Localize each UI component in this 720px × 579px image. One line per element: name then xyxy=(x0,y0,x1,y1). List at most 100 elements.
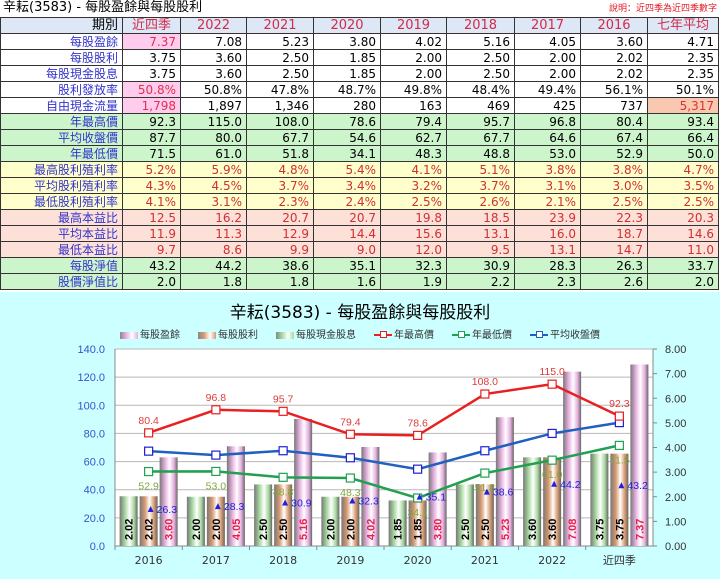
table-cell: 16.0 xyxy=(514,225,581,242)
table-cell: 54.6 xyxy=(313,129,381,146)
row-label[interactable]: 平均股利殖利率 xyxy=(0,177,123,194)
column-header: 2016 xyxy=(580,17,648,34)
table-cell: 52.9 xyxy=(580,145,648,162)
table-cell: 2.02 xyxy=(580,49,648,66)
table-cell: 78.6 xyxy=(313,113,381,130)
table-cell: 2.00 xyxy=(380,65,447,82)
legend-label: 每股股利 xyxy=(218,330,258,341)
row-label[interactable]: 平均收盤價 xyxy=(0,129,123,146)
table-cell: 108.0 xyxy=(246,113,314,130)
chart-panel: 辛耘(3583) - 每股盈餘與每股股利 每股盈餘 每股股利 每股現金股息 年最高價 年… xyxy=(0,292,720,579)
table-cell: 425 xyxy=(514,97,581,114)
table-cell: 2.00 xyxy=(514,65,581,82)
chart-plot: 0.0 20.0 40.0 60.0 80.0 100.0 120.0 140.0 0.00 1.… xyxy=(77,344,686,567)
table-cell: 67.4 xyxy=(580,129,648,146)
row-label[interactable]: 年最低價 xyxy=(0,145,123,162)
table-cell: 11.3 xyxy=(180,225,247,242)
line-marker xyxy=(480,468,490,478)
table-cell: 71.5 xyxy=(122,145,181,162)
row-label[interactable]: 最高股利殖利率 xyxy=(0,161,123,178)
table-cell: 12.0 xyxy=(380,241,447,258)
row-label[interactable]: 最高本益比 xyxy=(0,209,123,226)
table-cell: 66.4 xyxy=(647,129,719,146)
table-cell: 1,897 xyxy=(180,97,247,114)
bar xyxy=(610,453,629,546)
line-marker xyxy=(278,446,288,456)
table-cell: 56.1% xyxy=(580,81,648,98)
row-label[interactable]: 平均本益比 xyxy=(0,225,123,242)
line-data-label: 52.9 xyxy=(138,481,159,493)
column-header: 2020 xyxy=(313,17,381,34)
row-label[interactable]: 每股淨值 xyxy=(0,257,123,274)
row-label[interactable]: 年最高價 xyxy=(0,113,123,130)
table-row: 每股盈餘 7.37 7.08 5.23 3.80 4.02 5.16 4.05 3.60 4.71 xyxy=(0,33,719,50)
row-label[interactable]: 股利發放率 xyxy=(0,81,123,98)
table-cell: 2.50 xyxy=(446,49,515,66)
row-label[interactable]: 每股現金股息 xyxy=(0,65,123,82)
bar xyxy=(590,453,609,546)
bar xyxy=(428,452,447,546)
line-marker xyxy=(144,446,154,456)
row-label[interactable]: 自由現金流量 xyxy=(0,97,123,114)
bar xyxy=(408,500,427,546)
table-cell: 50.1% xyxy=(647,81,719,98)
bar xyxy=(341,496,360,546)
bar-value-label: 3.75 xyxy=(614,519,626,540)
legend-item[interactable]: 年最低價 xyxy=(452,326,512,341)
table-cell: 87.7 xyxy=(122,129,181,146)
table-cell: 5.1% xyxy=(446,161,515,178)
table-row: 最低本益比 9.7 8.6 9.9 9.0 12.0 9.5 13.1 14.7 11.0 xyxy=(0,241,719,258)
table-cell: 15.6 xyxy=(380,225,447,242)
table-cell: 13.1 xyxy=(514,241,581,258)
table-row: 股利發放率 50.8% 50.8% 47.8% 48.7% 49.8% 48.4% 49.4%… xyxy=(0,81,719,98)
line-data-label: 79.4 xyxy=(340,416,361,428)
table-cell: 12.5 xyxy=(122,209,181,226)
bar xyxy=(630,364,649,546)
row-label[interactable]: 最低本益比 xyxy=(0,241,123,258)
line-marker xyxy=(547,455,557,465)
table-row: 平均本益比 11.9 11.3 12.9 14.4 15.6 13.1 16.0 18.7 14.… xyxy=(0,225,719,242)
table-cell: 2.50 xyxy=(246,65,314,82)
bar xyxy=(475,484,494,546)
table-cell: 1.85 xyxy=(313,65,381,82)
x-axis-category-label: 近四季 xyxy=(603,554,636,567)
right-axis-tick-label: 8.00 xyxy=(665,344,686,356)
table-cell: 3.60 xyxy=(180,49,247,66)
bvps-data-label: 35.1 xyxy=(426,492,447,504)
legend-item[interactable]: 年最高價 xyxy=(374,326,434,341)
legend-item[interactable]: 每股股利 xyxy=(198,326,258,341)
table-cell: 3.60 xyxy=(180,65,247,82)
table-cell: 13.1 xyxy=(446,225,515,242)
bar xyxy=(523,457,542,546)
line-data-label: 92.3 xyxy=(609,398,630,410)
row-label[interactable]: 每股盈餘 xyxy=(0,33,123,50)
legend-item[interactable]: 每股盈餘 xyxy=(120,326,180,341)
table-row: 股價淨值比 2.0 1.8 1.8 1.6 1.9 2.2 2.3 2.6 2.0 xyxy=(0,273,719,290)
bvps-data-label: 44.2 xyxy=(560,479,581,491)
bar-value-label: 3.80 xyxy=(433,519,445,540)
bvps-triangle-icon xyxy=(214,503,221,510)
legend-label: 每股盈餘 xyxy=(140,330,180,341)
row-label[interactable]: 每股股利 xyxy=(0,49,123,66)
x-axis-category-label: 2019 xyxy=(336,554,364,567)
column-header: 2018 xyxy=(446,17,515,34)
bar-value-label: 2.00 xyxy=(345,519,357,540)
legend-item[interactable]: 平均收盤價 xyxy=(530,326,600,341)
legend-item[interactable]: 每股現金股息 xyxy=(276,326,356,341)
table-cell: 3.4% xyxy=(313,177,381,194)
table-cell: 23.9 xyxy=(514,209,581,226)
table-cell: 1.6 xyxy=(313,273,381,290)
column-header: 2022 xyxy=(180,17,247,34)
legend-line-marker-icon xyxy=(530,331,548,338)
table-row: 平均收盤價 87.7 80.0 67.7 54.6 62.7 67.7 64.6 67.4 66.… xyxy=(0,129,719,146)
table-cell: 2.1% xyxy=(514,193,581,210)
bvps-triangle-icon xyxy=(416,493,423,500)
line-data-label: 34.1 xyxy=(407,507,428,519)
right-axis-tick-label: 4.00 xyxy=(665,443,686,455)
table-cell: 2.0 xyxy=(647,273,719,290)
bvps-triangle-icon xyxy=(483,488,490,495)
row-label[interactable]: 最低股利殖利率 xyxy=(0,193,123,210)
row-label[interactable]: 股價淨值比 xyxy=(0,273,123,290)
table-cell: 3.1% xyxy=(514,177,581,194)
left-axis-tick-label: 0.0 xyxy=(90,541,105,553)
